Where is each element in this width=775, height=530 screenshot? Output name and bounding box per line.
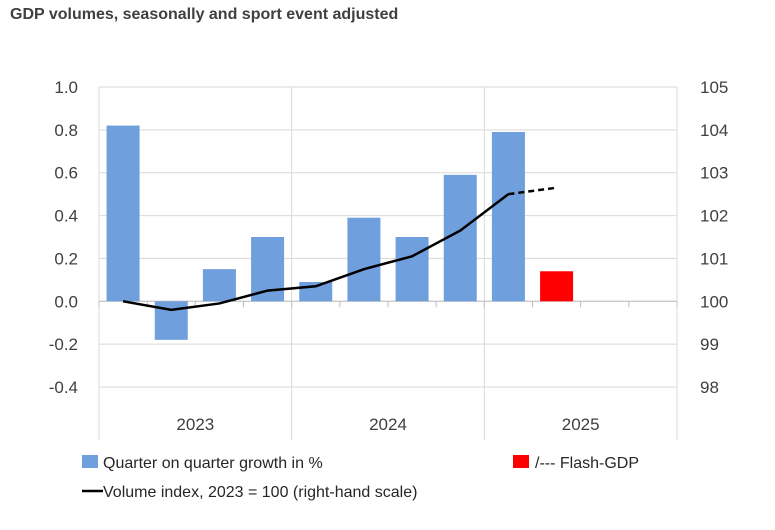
growth-bar xyxy=(202,269,236,302)
left-tick-label: 0.4 xyxy=(54,207,78,226)
right-tick-label: 102 xyxy=(700,207,728,226)
growth-bar xyxy=(106,125,140,302)
growth-bar xyxy=(299,282,333,302)
growth-bar xyxy=(443,174,477,302)
legend-flash-swatch xyxy=(513,455,529,468)
growth-bar xyxy=(347,217,381,302)
left-tick-label: 0.6 xyxy=(54,164,78,183)
x-group-label: 2025 xyxy=(562,415,600,434)
right-tick-label: 101 xyxy=(700,249,728,268)
left-tick-label: -0.2 xyxy=(49,335,78,354)
growth-bar xyxy=(491,132,525,302)
flash-gdp-line xyxy=(508,186,557,196)
growth-bar xyxy=(395,237,429,302)
x-group-label: 2024 xyxy=(369,415,407,434)
right-tick-label: 103 xyxy=(700,164,728,183)
left-tick-label: 1.0 xyxy=(54,78,78,97)
chart-title: GDP volumes, seasonally and sport event … xyxy=(10,6,399,23)
left-tick-label: 0.2 xyxy=(54,249,78,268)
right-tick-label: 98 xyxy=(700,378,719,397)
legend-flash-label: /--- Flash-GDP xyxy=(535,455,639,472)
legend-line-label: Volume index, 2023 = 100 (right-hand sca… xyxy=(103,484,417,501)
flash-gdp-bar xyxy=(540,271,574,302)
left-tick-label: -0.4 xyxy=(49,378,78,397)
right-tick-label: 99 xyxy=(700,335,719,354)
left-tick-label: 0.8 xyxy=(54,121,78,140)
right-tick-label: 104 xyxy=(700,121,728,140)
right-tick-label: 105 xyxy=(700,78,728,97)
x-group-label: 2023 xyxy=(176,415,214,434)
legend-bar-swatch xyxy=(82,455,98,468)
volume-index-line xyxy=(122,193,510,312)
left-tick-label: 0.0 xyxy=(54,292,78,311)
legend-bar-label: Quarter on quarter growth in % xyxy=(103,455,323,472)
right-tick-label: 100 xyxy=(700,292,728,311)
